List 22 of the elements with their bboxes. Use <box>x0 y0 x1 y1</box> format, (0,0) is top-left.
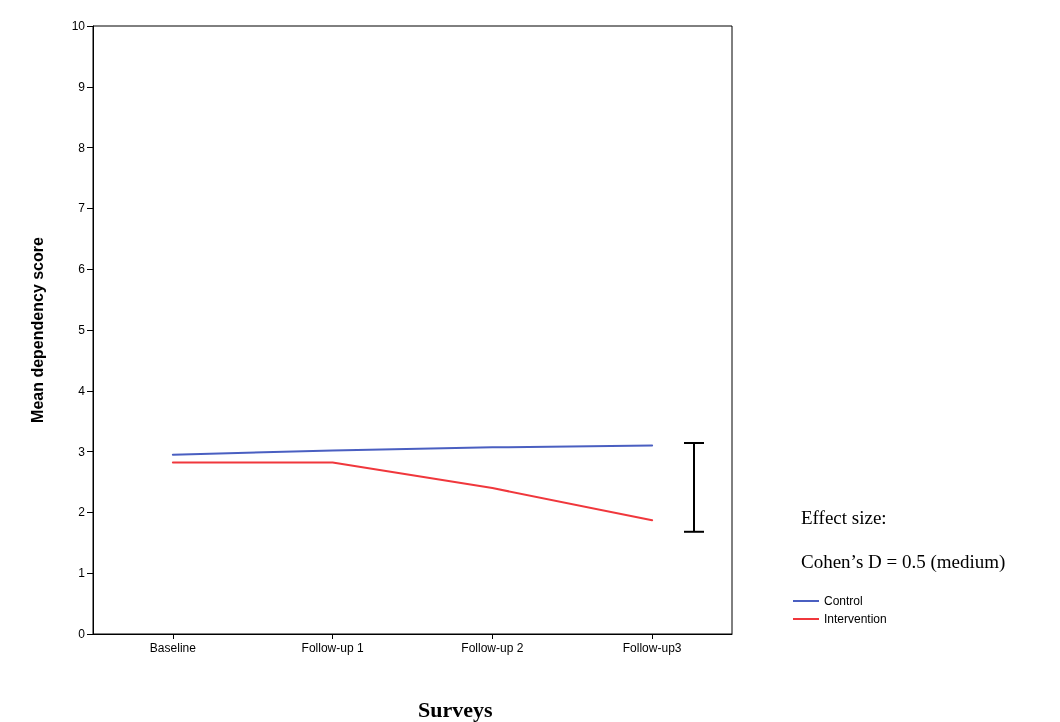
x-tick-label: Follow-up 2 <box>461 641 524 655</box>
y-tick-label: 0 <box>78 627 86 641</box>
text: Effect size: <box>801 507 887 528</box>
legend-label: Intervention <box>824 612 887 626</box>
x-tick-label: Follow-up 1 <box>301 641 364 655</box>
y-tick-label: 5 <box>78 323 86 337</box>
y-tick-label: 3 <box>78 444 86 459</box>
x-tick-label: Baseline <box>149 641 197 655</box>
y-tick-label: 9 <box>78 79 86 94</box>
x-tick-label: Follow-up3 <box>622 641 682 655</box>
y-tick-label: 2 <box>78 505 86 520</box>
y-tick-label: 1 <box>78 566 86 581</box>
y-tick-label: 4 <box>78 383 86 398</box>
text: Cohen’s D = 0.5 (medium) <box>801 551 1006 573</box>
y-tick-label: 6 <box>78 262 86 277</box>
x-axis-title: Surveys <box>418 696 493 722</box>
y-axis-title: Mean dependency score <box>28 236 46 423</box>
y-tick-label: 10 <box>71 19 86 33</box>
y-tick-label: 7 <box>78 201 86 216</box>
legend-label: Control <box>824 594 863 608</box>
line-series <box>171 444 654 456</box>
y-tick-label: 8 <box>78 140 86 155</box>
